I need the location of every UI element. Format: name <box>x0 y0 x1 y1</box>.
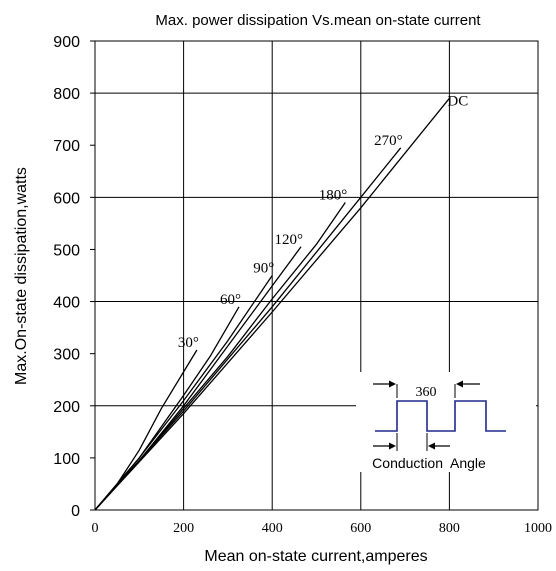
x-tick-label: 600 <box>350 521 371 536</box>
x-tick-label: 1000 <box>524 521 552 536</box>
grid <box>95 41 538 510</box>
series-line <box>94 306 240 511</box>
y-tick-label: 0 <box>71 503 80 520</box>
period-arrowhead-left <box>389 380 396 388</box>
plot-frame <box>94 40 539 511</box>
series-label: 60° <box>220 292 241 308</box>
conduction-waveform <box>375 400 506 432</box>
x-tick-labels: 0 200 400 600 800 1000 <box>92 521 553 536</box>
y-tick-label: 500 <box>53 242 80 259</box>
y-tick-label: 700 <box>53 138 80 155</box>
period-arrowhead-right <box>456 380 463 388</box>
series-label: 120° <box>274 232 303 248</box>
conduction-arrowhead-left <box>389 442 396 450</box>
series-line <box>94 275 273 511</box>
series-label: 90° <box>253 261 274 277</box>
y-axis-label: Max.On-state dissipation,watts <box>13 167 30 385</box>
x-tick-label: 0 <box>92 521 99 536</box>
series-label: 180° <box>319 188 348 204</box>
series-label: 30° <box>178 335 199 351</box>
y-tick-label: 100 <box>53 451 80 468</box>
y-tick-label: 900 <box>53 34 80 51</box>
x-axis-label: Mean on-state current,amperes <box>204 548 427 565</box>
conduction-arrowhead-right <box>428 442 435 450</box>
chart-title: Max. power dissipation Vs.mean on-state … <box>155 12 481 29</box>
series-label: DC <box>447 93 468 109</box>
series-line <box>94 147 402 511</box>
x-tick-label: 400 <box>262 521 283 536</box>
period-label: 360 <box>416 385 437 400</box>
y-tick-label: 300 <box>53 347 80 364</box>
y-tick-label: 200 <box>53 399 80 416</box>
x-tick-label: 200 <box>173 521 194 536</box>
y-tick-label: 800 <box>53 86 80 103</box>
series-lines <box>94 97 450 511</box>
series-line <box>94 349 198 511</box>
series-line <box>94 97 450 511</box>
y-tick-label: 400 <box>53 295 80 312</box>
x-tick-label: 800 <box>439 521 460 536</box>
series-labels: 30° 60° 90°120° 180° 270° DC <box>178 93 468 351</box>
series-label: 270° <box>374 133 403 149</box>
inset-background <box>356 372 536 472</box>
y-tick-label: 600 <box>53 190 80 207</box>
conduction-angle-label: Conduction Angle <box>372 455 486 471</box>
conduction-angle-inset: 360 Conduction Angle <box>356 372 536 472</box>
y-tick-labels: 0 100 200 300 400 500 600 700 800 900 <box>53 34 95 520</box>
